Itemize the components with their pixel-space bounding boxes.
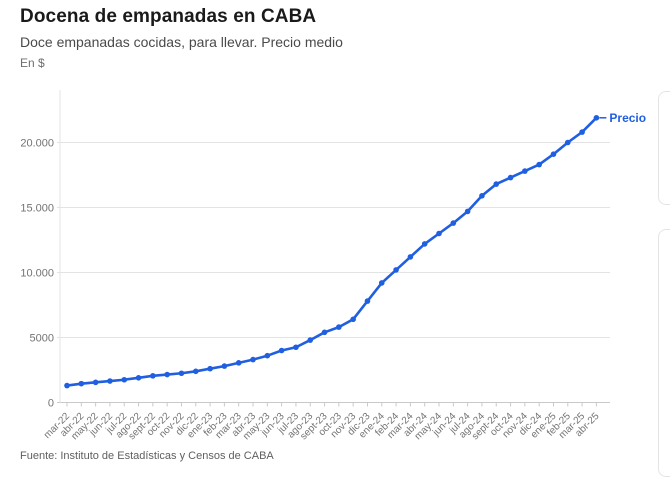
svg-text:5000: 5000 [30,333,54,345]
chart-subtitle: Doce empanadas cocidas, para llevar. Pre… [20,34,343,50]
svg-text:0: 0 [48,398,54,410]
svg-text:15.000: 15.000 [20,203,54,215]
unit-label: En $ [20,56,45,70]
price-line [65,116,598,387]
y-axis-labels: 0 5000 10.000 15.000 20.000 [20,138,54,410]
svg-text:20.000: 20.000 [20,138,54,150]
source-note: Fuente: Instituto de Estadísticas y Cens… [20,450,274,462]
x-axis-ticks [66,402,597,407]
svg-text:Precio: Precio [609,111,646,125]
svg-text:10.000: 10.000 [20,268,54,280]
page-title: Docena de empanadas en CABA [20,6,317,27]
chart-header: Docena de empanadas en CABA Doce empanad… [20,6,343,70]
y-gridlines [57,142,610,403]
series-end-label: Precio [599,111,646,125]
x-axis-labels: mar-22abr-22may-22jun-22jul-22ago-22sept… [42,411,602,443]
data-points [64,115,600,389]
adjacent-card-edge-top [658,91,670,205]
adjacent-card-edge-bottom [658,229,670,477]
